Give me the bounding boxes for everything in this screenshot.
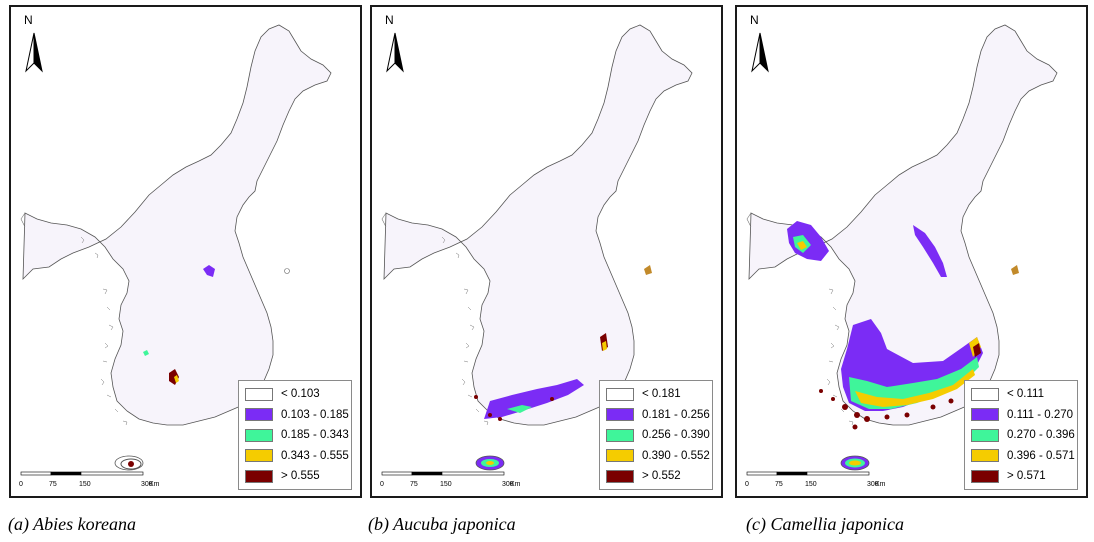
habitat-suitability-areas [474,265,652,470]
legend-label: > 0.555 [281,470,320,482]
jeju-island [475,455,505,471]
legend-swatch [606,408,634,421]
legend: < 0.103 0.103 - 0.185 0.185 - 0.343 0.34… [238,380,352,490]
scale-tick-label: 0 [745,481,749,488]
legend-label: 0.270 - 0.396 [1007,429,1075,441]
north-label: N [750,13,759,27]
legend-item: < 0.103 [245,386,320,402]
legend-swatch [606,449,634,462]
habitat-suitability-areas [787,221,1019,470]
panel-caption: (a) Abies koreana [8,514,136,534]
panel-caption: (c) Camellia japonica [746,514,904,534]
legend-item: 0.396 - 0.571 [971,448,1075,464]
north-arrow-icon [386,32,404,73]
legend-swatch [245,408,273,421]
legend-label: 0.181 - 0.256 [642,408,710,421]
legend-item: 0.103 - 0.185 [245,407,349,423]
scale-tick-label: 75 [410,481,418,488]
legend-label: 0.256 - 0.390 [642,429,710,441]
legend-item: 0.181 - 0.256 [606,407,710,423]
legend: < 0.181 0.181 - 0.256 0.256 - 0.390 0.39… [599,380,713,490]
scale-unit: Km [149,481,160,488]
scale-tick-label: 150 [79,481,91,488]
map-panel-1: N < 0.103 0.103 - 0.185 0.185 - 0.343 0.… [9,5,362,498]
legend-swatch [606,469,634,483]
legend-item: > 0.555 [245,468,320,484]
legend-label: < 0.111 [1007,388,1044,400]
west-coast-islands [80,236,128,426]
korea-map [746,24,1058,471]
peninsula-landmass [748,24,1058,426]
panel-caption: (b) Aucuba japonica [368,514,516,534]
legend-item: < 0.181 [606,386,681,402]
legend-swatch [971,449,999,462]
legend-label: 0.185 - 0.343 [281,429,349,441]
legend-swatch [971,408,999,421]
scale-tick-label: 150 [440,481,452,488]
legend-swatch [971,387,999,401]
legend-label: < 0.103 [281,388,320,400]
legend-swatch [971,469,999,483]
korea-map [381,24,693,471]
map-panel-3: N < 0.111 0.111 - 0.270 0.270 - 0.396 0.… [735,5,1088,498]
habitat-suitability-areas [120,265,215,470]
jeju-island [840,455,870,471]
scale-unit: Km [875,481,886,488]
legend-label: > 0.552 [642,470,681,482]
legend-label: < 0.181 [642,388,681,400]
north-arrow-icon [25,32,43,73]
legend-item: > 0.571 [971,468,1046,484]
legend-label: 0.103 - 0.185 [281,408,349,421]
north-arrow-icon [751,32,769,73]
scale-unit: Km [510,481,521,488]
legend-item: 0.111 - 0.270 [971,407,1073,423]
legend-item: < 0.111 [971,386,1044,402]
ulleungdo-island [284,268,290,274]
scale-tick-label: 0 [19,481,23,488]
legend-swatch [245,449,273,462]
legend-item: 0.270 - 0.396 [971,427,1075,443]
legend: < 0.111 0.111 - 0.270 0.270 - 0.396 0.39… [964,380,1078,490]
legend-swatch [245,428,273,442]
legend-item: 0.185 - 0.343 [245,427,349,443]
legend-item: > 0.552 [606,468,681,484]
legend-swatch [606,428,634,442]
korea-map [20,24,332,471]
peninsula-landmass [383,24,693,426]
map-panel-2: N < 0.181 0.181 - 0.256 0.256 - 0.390 0.… [370,5,723,498]
scale-tick-label: 300 [867,481,879,488]
legend-swatch [606,387,634,401]
legend-label: 0.396 - 0.571 [1007,449,1075,462]
scale-tick-label: 75 [49,481,57,488]
legend-label: 0.390 - 0.552 [642,449,710,462]
scale-tick-label: 150 [805,481,817,488]
legend-swatch [245,469,273,483]
legend-item: 0.343 - 0.555 [245,448,349,464]
legend-item: 0.390 - 0.552 [606,448,710,464]
scale-bar: 0 75 150 300 Km [745,462,895,490]
scale-tick-label: 300 [141,481,153,488]
peninsula-landmass [22,24,332,426]
west-coast-islands [441,236,489,426]
scale-bar: 0 75 150 300 Km [380,462,530,490]
north-label: N [385,13,394,27]
legend-label: 0.111 - 0.270 [1007,408,1074,421]
scale-tick-label: 300 [502,481,514,488]
scale-tick-label: 75 [775,481,783,488]
legend-swatch [245,387,273,401]
legend-label: 0.343 - 0.555 [281,449,349,462]
legend-swatch [971,428,999,442]
legend-item: 0.256 - 0.390 [606,427,710,443]
jeju-island [114,455,144,471]
scale-bar: 0 75 150 300 Km [19,462,169,490]
scale-tick-label: 0 [380,481,384,488]
north-label: N [24,13,33,27]
legend-label: > 0.571 [1007,470,1046,482]
